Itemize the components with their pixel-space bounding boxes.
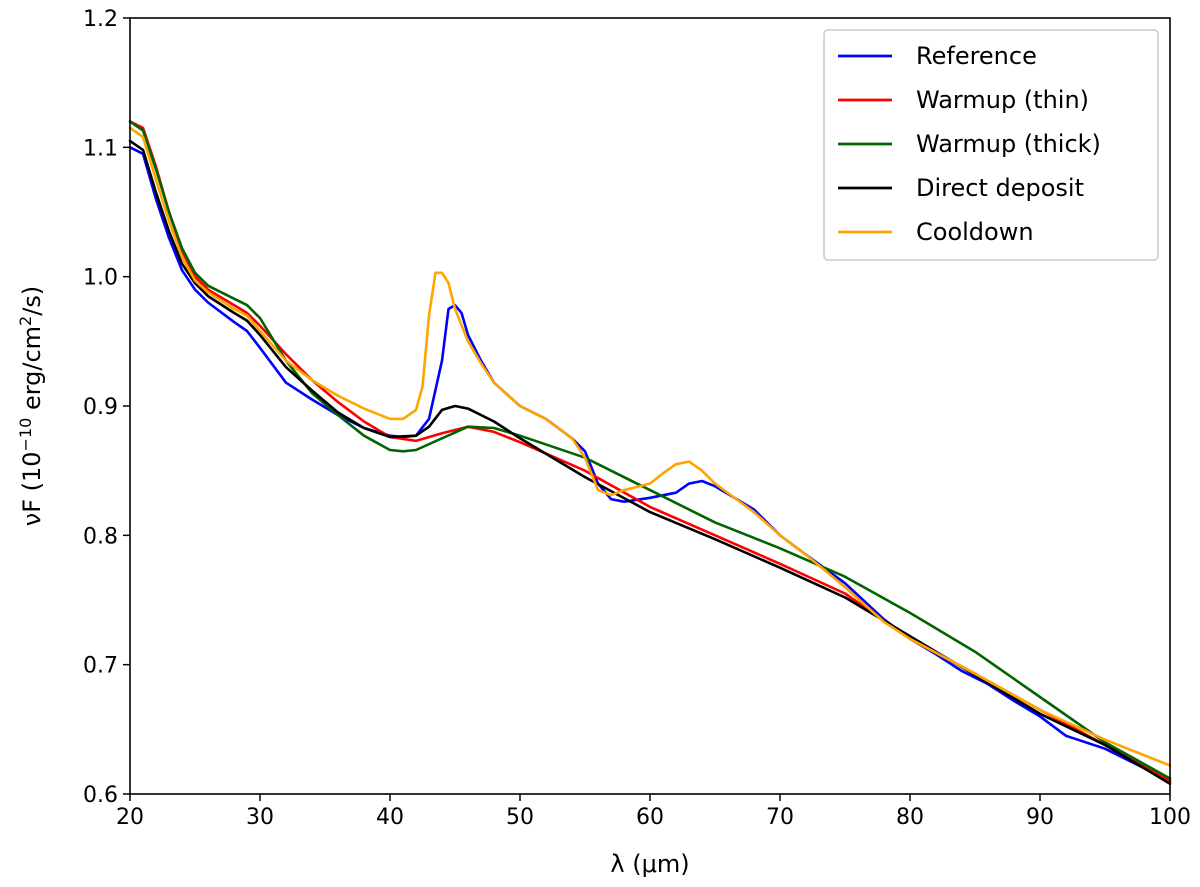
plot-area bbox=[128, 120, 1172, 785]
legend: Reference Warmup (thin) Warmup (thick) Dire… bbox=[823, 29, 1159, 261]
x-tick-label: 50 bbox=[506, 805, 534, 830]
x-axis-label: λ (μm) bbox=[610, 850, 689, 878]
legend-label-4: Cooldown bbox=[916, 218, 1034, 246]
x-tick-label: 100 bbox=[1149, 805, 1191, 830]
y-axis-label: νF (10−10 erg/cm2/s) bbox=[16, 286, 46, 526]
x-tick-label: 30 bbox=[246, 805, 274, 830]
y-tick-label: 0.6 bbox=[83, 783, 118, 808]
y-tick-label: 1.1 bbox=[83, 136, 118, 161]
y-tick-label: 0.8 bbox=[83, 524, 118, 549]
series-line-3 bbox=[128, 139, 1172, 785]
legend-box bbox=[823, 29, 1159, 261]
y-axis: 0.6 0.7 0.8 0.9 1.0 1.1 1.2 bbox=[83, 7, 130, 808]
legend-label-0: Reference bbox=[916, 42, 1037, 70]
x-tick-label: 60 bbox=[636, 805, 664, 830]
y-tick-label: 0.9 bbox=[83, 395, 118, 420]
x-tick-label: 40 bbox=[376, 805, 404, 830]
legend-label-3: Direct deposit bbox=[916, 174, 1084, 202]
y-tick-label: 0.7 bbox=[83, 654, 118, 679]
x-tick-label: 70 bbox=[766, 805, 794, 830]
x-axis: 20 30 40 50 60 70 80 90 100 bbox=[116, 794, 1191, 830]
series-line-1 bbox=[128, 120, 1172, 783]
x-tick-label: 90 bbox=[1026, 805, 1054, 830]
x-tick-label: 80 bbox=[896, 805, 924, 830]
series-line-2 bbox=[128, 120, 1172, 780]
y-tick-label: 1.0 bbox=[83, 266, 118, 291]
y-label-exp2: 2 bbox=[16, 316, 35, 326]
y-tick-label: 1.2 bbox=[83, 7, 118, 32]
series-line-4 bbox=[128, 126, 1172, 767]
y-label-main: νF (10 bbox=[18, 451, 46, 526]
y-label-exp1: −10 bbox=[16, 418, 35, 452]
y-label-end: /s) bbox=[18, 286, 46, 316]
legend-label-2: Warmup (thick) bbox=[916, 130, 1101, 158]
y-label-mid: erg/cm bbox=[18, 326, 46, 418]
x-tick-label: 20 bbox=[116, 805, 144, 830]
legend-label-1: Warmup (thin) bbox=[916, 86, 1089, 114]
